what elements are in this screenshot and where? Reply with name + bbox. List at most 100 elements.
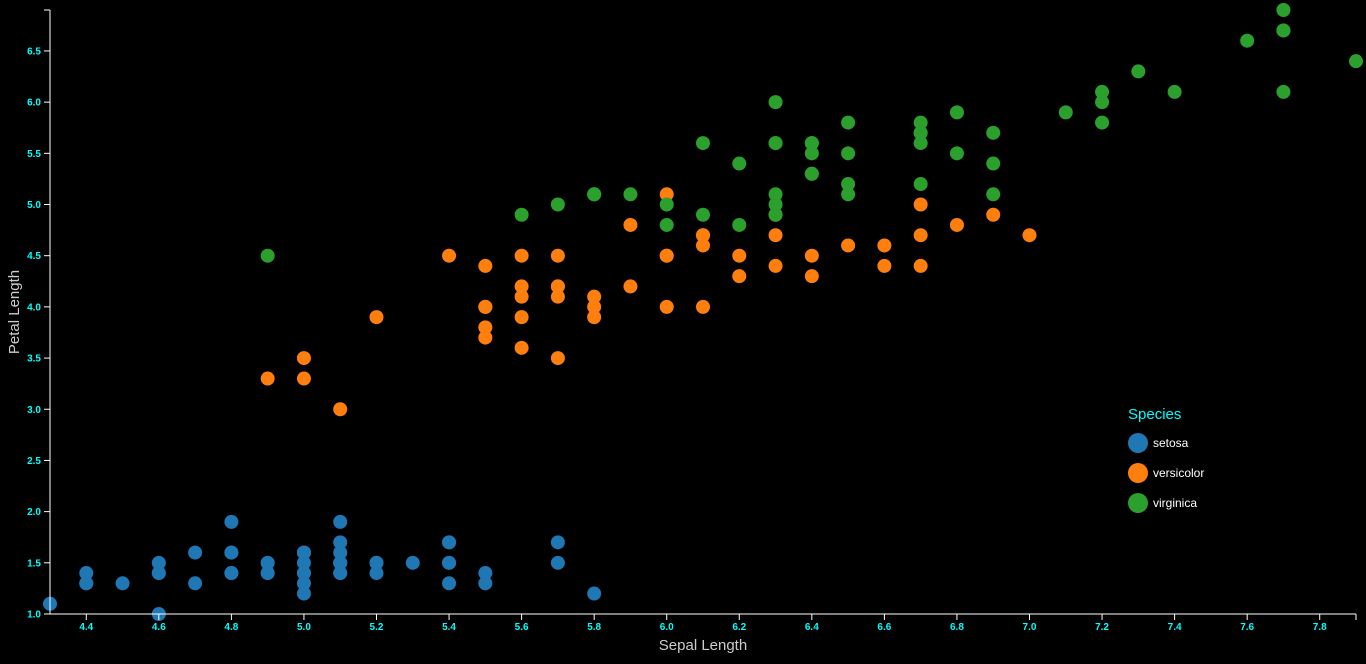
point-virginica [696, 207, 710, 222]
point-setosa [188, 545, 203, 560]
point-setosa [224, 566, 239, 581]
y-tick-label: 1.0 [27, 610, 41, 621]
point-virginica [768, 95, 783, 110]
point-setosa [333, 545, 348, 560]
y-tick-label: 3.0 [27, 405, 41, 416]
point-setosa [369, 566, 384, 581]
point-versicolor [514, 340, 529, 355]
legend-label-setosa: setosa [1153, 436, 1189, 450]
point-virginica [1095, 115, 1110, 130]
point-setosa [587, 586, 602, 601]
point-setosa [405, 555, 420, 570]
points-layer [43, 3, 1363, 621]
point-versicolor [442, 248, 457, 263]
point-versicolor [913, 228, 928, 243]
point-virginica [804, 136, 819, 151]
point-versicolor [1022, 228, 1037, 243]
point-versicolor [623, 217, 638, 232]
point-setosa [296, 555, 311, 570]
x-tick-label: 7.6 [1240, 622, 1254, 633]
point-virginica [1095, 95, 1110, 110]
point-setosa [260, 555, 275, 570]
point-versicolor [550, 248, 565, 263]
point-versicolor [296, 351, 311, 366]
x-tick-label: 7.8 [1313, 622, 1327, 633]
point-setosa [79, 566, 94, 581]
point-versicolor [877, 238, 892, 253]
point-virginica [913, 177, 928, 192]
point-virginica [768, 187, 783, 202]
y-tick-label: 1.5 [27, 558, 41, 569]
y-tick-label: 2.0 [27, 507, 41, 518]
point-virginica [804, 146, 819, 161]
point-virginica [1167, 84, 1182, 99]
legend-label-virginica: virginica [1153, 496, 1197, 510]
x-tick-label: 5.4 [442, 622, 456, 633]
point-versicolor [587, 310, 602, 325]
point-versicolor [659, 299, 674, 314]
point-virginica [986, 125, 1001, 140]
x-tick-label: 7.0 [1023, 622, 1037, 633]
point-virginica [260, 248, 275, 263]
point-versicolor [623, 279, 638, 294]
point-virginica [587, 187, 602, 202]
point-versicolor [478, 320, 493, 335]
point-setosa [442, 576, 457, 591]
point-virginica [949, 146, 964, 161]
point-versicolor [478, 258, 493, 273]
point-setosa [224, 545, 239, 560]
y-tick-label: 5.0 [27, 200, 41, 211]
legend-swatch-virginica [1128, 493, 1148, 513]
x-tick-label: 4.4 [79, 622, 93, 633]
point-versicolor [333, 402, 348, 417]
point-versicolor [478, 299, 493, 314]
point-versicolor [550, 351, 565, 366]
point-versicolor [587, 299, 602, 314]
x-tick-label: 6.0 [660, 622, 674, 633]
legend-swatch-versicolor [1128, 463, 1148, 483]
point-setosa [296, 545, 311, 560]
point-virginica [913, 115, 928, 130]
point-setosa [333, 555, 348, 570]
point-versicolor [514, 310, 529, 325]
point-virginica [1349, 54, 1363, 69]
point-virginica [659, 217, 674, 232]
point-setosa [296, 566, 311, 581]
point-virginica [1095, 84, 1110, 99]
point-versicolor [478, 330, 493, 345]
point-virginica [1276, 84, 1291, 99]
point-setosa [550, 555, 565, 570]
x-tick-label: 4.8 [224, 622, 238, 633]
legend: Species setosa versicolor virginica [1128, 406, 1204, 513]
point-versicolor [550, 289, 565, 304]
point-versicolor [841, 238, 856, 253]
point-versicolor [696, 238, 710, 253]
x-tick-label: 4.6 [152, 622, 166, 633]
point-virginica [1276, 3, 1291, 17]
y-tick-label: 6.0 [27, 98, 41, 109]
point-setosa [188, 576, 203, 591]
y-axis: 1.0 1.5 2.0 2.5 3.0 3.5 4.0 4.5 5.0 5.5 6.0 6.5 [27, 9, 51, 621]
point-virginica [841, 177, 856, 192]
point-versicolor [949, 217, 964, 232]
point-virginica [986, 187, 1001, 202]
x-tick-label: 6.6 [877, 622, 891, 633]
point-virginica [1058, 105, 1073, 120]
point-versicolor [913, 197, 928, 212]
legend-title: Species [1128, 406, 1181, 423]
y-tick-label: 2.5 [27, 456, 41, 467]
point-setosa [442, 555, 457, 570]
point-setosa [296, 576, 311, 591]
x-tick-label: 5.8 [587, 622, 601, 633]
x-axis-title: Sepal Length [659, 637, 747, 654]
point-virginica [514, 207, 529, 222]
point-setosa [333, 566, 348, 581]
point-virginica [732, 156, 747, 171]
point-setosa [442, 535, 457, 550]
point-virginica [768, 207, 783, 222]
point-virginica [1240, 33, 1255, 48]
y-tick-label: 6.5 [27, 46, 41, 57]
point-virginica [768, 197, 783, 212]
x-tick-label: 7.4 [1168, 622, 1182, 633]
